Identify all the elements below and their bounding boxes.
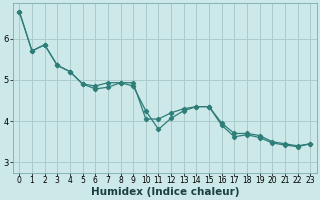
X-axis label: Humidex (Indice chaleur): Humidex (Indice chaleur) (91, 187, 239, 197)
